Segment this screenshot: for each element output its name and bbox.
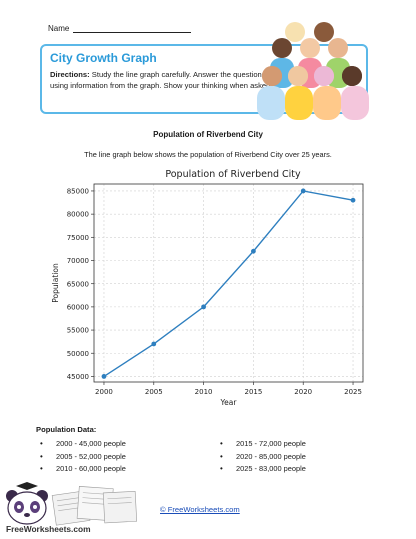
- y-tick-label: 60000: [67, 303, 89, 311]
- data-point: [251, 248, 256, 254]
- name-row: Name: [48, 24, 192, 33]
- list-item: 2000 - 45,000 people: [40, 438, 126, 451]
- x-tick-label: 2000: [95, 388, 113, 396]
- y-tick-label: 50000: [67, 350, 89, 358]
- data-point: [151, 341, 157, 347]
- people-group-icon: [257, 22, 369, 120]
- data-point: [300, 188, 306, 194]
- logo-text: FreeWorksheets.com: [6, 524, 91, 534]
- data-point: [201, 304, 206, 310]
- list-item: 2010 - 60,000 people: [40, 463, 126, 476]
- graph-title: Population of Riverbend City: [153, 130, 263, 139]
- y-tick-label: 45000: [67, 373, 89, 381]
- x-tick-label: 2015: [244, 388, 262, 396]
- name-label: Name: [48, 24, 70, 33]
- name-line[interactable]: [73, 25, 192, 33]
- list-item: 2020 - 85,000 people: [220, 451, 306, 464]
- x-tick-label: 2010: [195, 388, 213, 396]
- list-item: 2015 - 72,000 people: [220, 438, 306, 451]
- line-chart: Population of Riverbend City 45000 50000 5…: [51, 169, 364, 407]
- y-tick-label: 55000: [67, 327, 89, 335]
- y-tick-label: 80000: [67, 211, 89, 219]
- x-tick-label: 2020: [294, 388, 312, 396]
- population-data-heading: Population Data:: [36, 425, 97, 434]
- panda-logo-icon: [6, 482, 138, 526]
- y-tick-label: 85000: [67, 188, 89, 196]
- data-point: [350, 197, 356, 203]
- chart-title: Population of Riverbend City: [165, 169, 301, 180]
- y-tick-label: 65000: [67, 280, 89, 288]
- x-tick-label: 2025: [344, 388, 362, 396]
- x-tick-label: 2005: [145, 388, 163, 396]
- worksheet-title: City Growth Graph: [50, 51, 157, 65]
- plot-frame: [93, 183, 364, 383]
- graph-description: The line graph below shows the populatio…: [84, 150, 332, 159]
- series-line: [103, 190, 354, 378]
- directions-label: Directions:: [50, 70, 90, 79]
- population-list-left: 2000 - 45,000 people 2005 - 52,000 peopl…: [40, 438, 126, 476]
- list-item: 2005 - 52,000 people: [40, 451, 126, 464]
- list-item: 2025 - 83,000 people: [220, 463, 306, 476]
- x-axis-label: Year: [220, 398, 238, 407]
- directions: Directions: Study the line graph careful…: [50, 70, 282, 91]
- footer-link[interactable]: © FreeWorksheets.com: [160, 505, 240, 514]
- y-tick-label: 70000: [67, 257, 89, 265]
- directions-text: Study the line graph carefully. Answer t…: [50, 70, 273, 90]
- y-axis-label: Population: [51, 263, 60, 303]
- y-tick-label: 75000: [67, 234, 89, 242]
- population-list-right: 2015 - 72,000 people 2020 - 85,000 peopl…: [220, 438, 306, 476]
- data-point: [101, 374, 107, 379]
